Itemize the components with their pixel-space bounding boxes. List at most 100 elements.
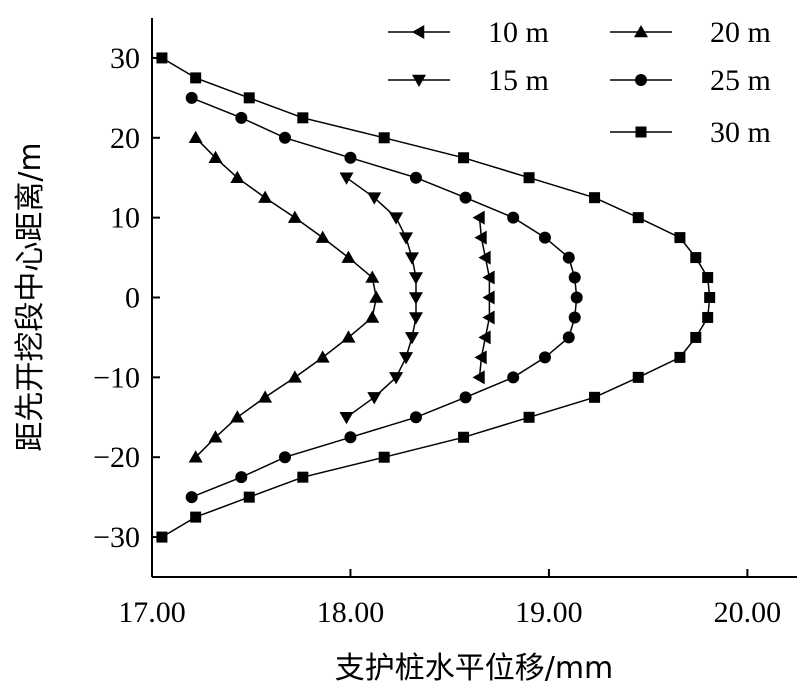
legend-entry: 20 m	[610, 16, 771, 49]
series-line	[191, 97, 578, 498]
data-point	[339, 172, 354, 185]
y-tick-label: 10	[110, 202, 140, 235]
data-point	[589, 391, 601, 403]
data-point	[367, 392, 382, 405]
legend-label: 25 m	[710, 64, 771, 97]
data-point	[570, 291, 583, 304]
data-point	[478, 330, 491, 345]
y-tick-label: −10	[93, 361, 140, 394]
data-point	[287, 370, 302, 383]
data-point	[243, 491, 255, 503]
data-point	[632, 371, 644, 383]
legend-label: 30 m	[710, 116, 771, 149]
series-10m	[472, 210, 495, 385]
data-point	[339, 412, 354, 425]
x-axis-title: 支护桩水平位移/mm	[335, 651, 614, 686]
legend-entry: 15 m	[388, 64, 549, 97]
y-tick-label: 20	[110, 122, 140, 155]
legend-label: 20 m	[710, 16, 771, 49]
series-25m	[185, 91, 583, 504]
data-point	[344, 151, 357, 164]
data-point	[408, 272, 423, 285]
data-point	[235, 471, 248, 484]
data-point	[408, 312, 423, 325]
data-point	[472, 370, 485, 385]
data-point	[367, 192, 382, 205]
data-point	[482, 270, 495, 285]
series-30m	[156, 52, 716, 543]
data-point	[235, 111, 248, 124]
data-point	[458, 431, 470, 443]
data-point	[230, 410, 245, 423]
data-point	[523, 172, 535, 184]
axes: 17.00 18.00 19.00 20.00 −30 −20 −10 0 10 20 30	[93, 18, 797, 629]
data-point	[208, 150, 223, 163]
data-point	[297, 112, 309, 124]
legend-marker	[635, 74, 647, 86]
data-point	[297, 471, 309, 483]
data-point	[538, 351, 551, 364]
series-15m	[339, 172, 423, 425]
legend-label: 10 m	[488, 16, 549, 49]
data-point	[674, 232, 686, 244]
data-point	[632, 212, 644, 224]
data-point	[399, 232, 414, 245]
data-point	[702, 311, 714, 323]
data-point	[156, 531, 168, 543]
x-tick-label: 18.00	[317, 596, 385, 629]
y-tick-label: 0	[125, 282, 140, 315]
series-line	[346, 177, 417, 418]
series-line	[195, 137, 378, 458]
legend-entry: 30 m	[610, 116, 771, 149]
legend: 10 m 15 m 20 m 25 m 30 m	[388, 16, 771, 149]
data-point	[472, 210, 485, 225]
legend-marker	[412, 74, 426, 87]
data-point	[315, 230, 330, 243]
data-point	[190, 511, 202, 523]
data-point	[674, 351, 686, 363]
data-point	[474, 230, 487, 245]
data-point	[404, 332, 419, 345]
y-tick-label: −30	[93, 521, 140, 554]
x-tick-label: 19.00	[515, 596, 583, 629]
data-point	[378, 132, 390, 144]
data-point	[389, 372, 404, 385]
x-tick-label: 17.00	[118, 596, 186, 629]
y-axis-title: 距先开挖段中心距离/m	[13, 142, 48, 451]
data-point	[568, 271, 581, 284]
data-point	[482, 290, 495, 305]
data-point	[389, 212, 404, 225]
data-point	[188, 450, 203, 463]
data-point	[482, 310, 495, 325]
data-point	[507, 211, 520, 224]
legend-entry: 25 m	[610, 64, 771, 97]
data-point	[185, 91, 198, 104]
data-point	[409, 411, 422, 424]
legend-entry: 10 m	[388, 16, 549, 49]
data-point	[341, 250, 356, 263]
data-point	[409, 171, 422, 184]
series-line	[161, 57, 711, 538]
data-point	[459, 191, 472, 204]
data-point	[404, 252, 419, 265]
data-point	[208, 430, 223, 443]
y-tick-label: 30	[110, 42, 140, 75]
y-tick-label: −20	[93, 441, 140, 474]
legend-marker	[634, 25, 648, 38]
data-point	[190, 72, 202, 84]
data-point	[369, 290, 384, 303]
data-point	[474, 350, 487, 365]
data-point	[589, 192, 601, 204]
data-point	[243, 92, 255, 104]
data-point	[365, 270, 380, 283]
data-point	[702, 272, 714, 284]
legend-label: 15 m	[488, 64, 549, 97]
data-point	[408, 292, 423, 305]
legend-marker	[412, 25, 425, 39]
data-point	[185, 491, 198, 504]
series-layer	[156, 52, 716, 543]
data-point	[690, 252, 702, 264]
data-point	[341, 330, 356, 343]
data-point	[568, 311, 581, 324]
